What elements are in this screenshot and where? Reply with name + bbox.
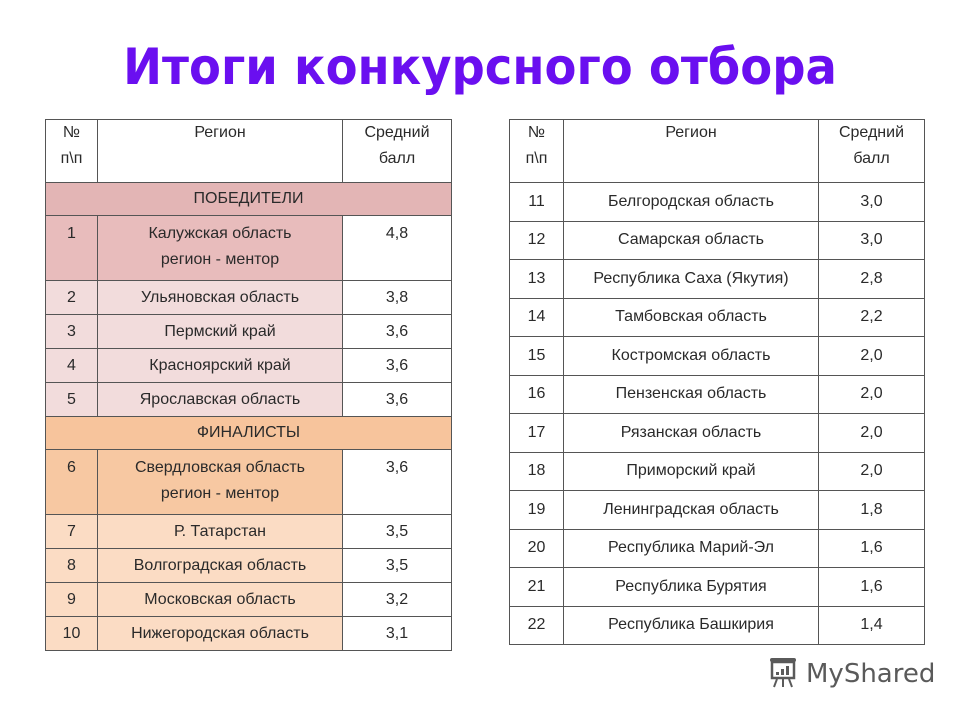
- table-row: 18 Приморский край 2,0: [509, 451, 925, 491]
- table-header-row: № п\п Регион Средний балл: [509, 119, 925, 183]
- table-row: 4 Красноярский край 3,6: [45, 348, 452, 383]
- myshared-watermark[interactable]: MyShared: [766, 656, 935, 692]
- table-row: 13 Республика Саха (Якутия) 2,8: [509, 259, 925, 299]
- table-row: 16 Пензенская область 2,0: [509, 374, 925, 414]
- header-score: Средний балл: [818, 119, 925, 183]
- table-row: 7 Р. Татарстан 3,5: [45, 514, 452, 549]
- table-row: 10 Нижегородская область 3,1: [45, 616, 452, 651]
- page-title: Итоги конкурсного отбора: [123, 38, 837, 96]
- table-row: 15 Костромская область 2,0: [509, 336, 925, 376]
- table-row: 21 Республика Бурятия 1,6: [509, 567, 925, 607]
- header-score: Средний балл: [342, 119, 452, 183]
- results-table-right: № п\п Регион Средний балл 11 Белгородская о…: [509, 119, 925, 645]
- table-header-row: № п\п Регион Средний балл: [45, 119, 452, 183]
- table-row: 1 Калужская область регион - ментор 4,8: [45, 215, 452, 281]
- table-row: 2 Ульяновская область 3,8: [45, 280, 452, 315]
- table-row: 5 Ярославская область 3,6: [45, 382, 452, 417]
- table-row: 14 Тамбовская область 2,2: [509, 297, 925, 337]
- table-row: 11 Белгородская область 3,0: [509, 182, 925, 222]
- results-table-left: № п\п Регион Средний балл ПОБЕДИТЕЛИ 1 Кал…: [45, 119, 452, 651]
- table-row: 9 Московская область 3,2: [45, 582, 452, 617]
- header-num: № п\п: [509, 119, 564, 183]
- table-row: 17 Рязанская область 2,0: [509, 413, 925, 453]
- group-header-finalists: ФИНАЛИСТЫ: [45, 416, 452, 450]
- presentation-board-icon: [766, 655, 800, 694]
- table-row: 3 Пермский край 3,6: [45, 314, 452, 349]
- table-row: 12 Самарская область 3,0: [509, 220, 925, 260]
- table-row: 6 Свердловская область регион - ментор 3,…: [45, 449, 452, 515]
- table-row: 22 Республика Башкирия 1,4: [509, 605, 925, 645]
- table-row: 20 Республика Марий-Эл 1,6: [509, 528, 925, 568]
- header-num: № п\п: [45, 119, 98, 183]
- watermark-text: MyShared: [806, 659, 936, 689]
- table-row: 19 Ленинградская область 1,8: [509, 490, 925, 530]
- group-header-winners: ПОБЕДИТЕЛИ: [45, 182, 452, 216]
- table-row: 8 Волгоградская область 3,5: [45, 548, 452, 583]
- header-region: Регион: [97, 119, 343, 183]
- header-region: Регион: [563, 119, 819, 183]
